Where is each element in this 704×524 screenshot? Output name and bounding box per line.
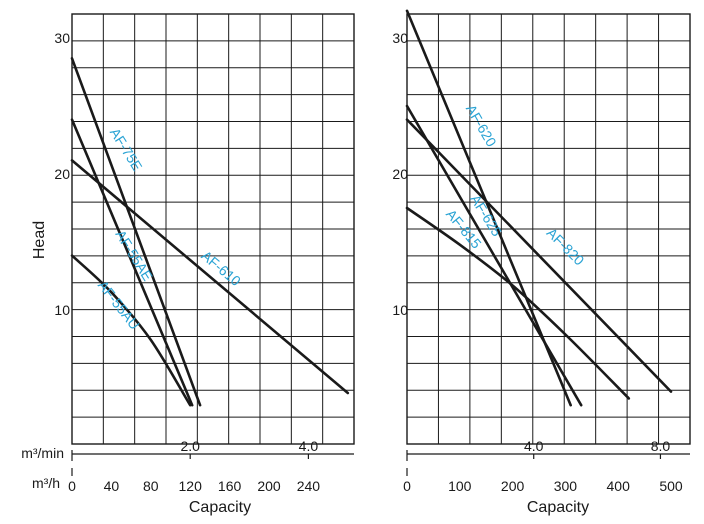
chart0-m3h-tick-label: 80 [143,478,159,494]
chart0-m3min-tick-label: 4.0 [299,438,319,454]
chart1-m3min-tick-label: 8.0 [651,438,671,454]
chart1-label-af-620: AF-620 [463,102,500,150]
chart0-label-af-55au: AF-55AU [95,277,143,332]
chart1-ytick-label: 10 [392,302,408,318]
chart1-m3h-tick-label: 100 [448,478,472,494]
chart0-ytick-label: 30 [54,30,70,46]
chart0-m3h-tick-label: 160 [218,478,242,494]
chart1-label-af-820: AF-820 [544,225,588,269]
chart0-unit-m3h: m³/h [32,475,60,491]
chart0-curve-af-75e [70,57,202,407]
chart1-x-axis-title: Capacity [527,499,589,516]
chart0-ytick-label: 20 [54,166,70,182]
chart1-m3h-tick-label: 0 [403,478,411,494]
chart0-plot-frame [71,13,355,445]
chart0-x-axis-title: Capacity [189,499,251,516]
chart0-m3h-tick-label: 120 [179,478,203,494]
chart0-curve-af-55ae [70,118,194,407]
chart1-m3min-tick-label: 4.0 [524,438,544,454]
chart0-m3h-tick-label: 0 [68,478,76,494]
chart0-y-axis-title: Head [31,221,48,259]
chart1-curve-af-820 [405,118,673,393]
chart0-curve-af-55au [70,254,192,407]
chart0-curve-af-610 [70,159,350,395]
chart1-curve-af-815 [405,206,631,400]
chart0-grid [71,13,355,445]
chart1-plot-frame [406,13,691,445]
chart1-m3h-tick-label: 400 [607,478,631,494]
chart1-m3h-tick-label: 500 [659,478,683,494]
chart1-ytick-label: 20 [392,166,408,182]
chart0-unit-m3min: m³/min [21,445,64,461]
chart1-m3h-tick-label: 300 [554,478,578,494]
chart1-m3h-tick-label: 200 [501,478,525,494]
chart0-m3h-tick-label: 240 [297,478,321,494]
chart0-ytick-label: 10 [54,302,70,318]
chart1-ytick-label: 30 [392,30,408,46]
chart0-m3min-tick-label: 2.0 [180,438,200,454]
chart0-m3h-tick-label: 200 [257,478,281,494]
chart0-m3h-tick-label: 40 [104,478,120,494]
chart1-curve-af-625 [405,104,583,407]
chart1-grid [406,13,691,445]
